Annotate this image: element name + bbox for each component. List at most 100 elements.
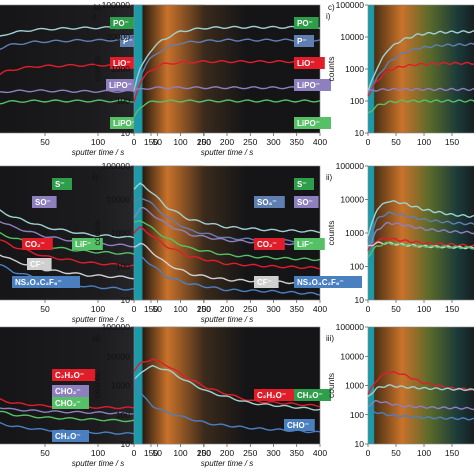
x-tick-label: 150 (445, 304, 459, 314)
x-tick-label: 250 (243, 304, 257, 314)
y-tick-label: 100 (116, 262, 130, 272)
x-tick-label: 150 (197, 448, 211, 458)
series-line-0 (133, 25, 321, 92)
legend-label: P⁻ (297, 37, 307, 46)
series-line-3 (367, 408, 474, 421)
y-tick-label: 100 (116, 96, 130, 106)
y-tick-label: 10 (355, 128, 365, 138)
series-line-3 (133, 226, 321, 270)
series-line-2 (133, 59, 321, 103)
y-tick-label: 10 (355, 439, 365, 449)
y-tick-label: 10000 (106, 195, 130, 205)
panel-letter: b) (94, 3, 101, 12)
series-line-4 (133, 220, 321, 262)
legend-swatch (294, 35, 314, 47)
series-line-1 (133, 38, 321, 95)
series-line-2 (367, 399, 474, 411)
y-tick-label: 10 (121, 295, 131, 305)
x-tick-label: 200 (197, 137, 211, 147)
legend-swatch (32, 196, 57, 208)
y-tick-label: 100000 (336, 0, 365, 10)
legend-label: C₂H₂O⁻ (55, 371, 84, 380)
y-tick-label: 100000 (102, 161, 131, 171)
x-tick-label: 100 (417, 448, 431, 458)
y-tick-label: 1000 (111, 381, 130, 391)
y-tick-label: 10000 (340, 351, 364, 361)
legend-swatch (52, 385, 89, 397)
series-line-4 (367, 99, 474, 114)
y-tick-label: 100 (350, 96, 364, 106)
panel-letter: c) (328, 3, 335, 12)
y-tick-label: 1000 (111, 64, 130, 74)
y-tick-label: 10000 (340, 32, 364, 42)
y-tick-label: 100000 (102, 322, 131, 332)
x-tick-label: 0 (366, 448, 371, 458)
legend-label: S⁻ (55, 180, 65, 189)
y-tick-label: 10000 (340, 195, 364, 205)
x-tick-label: 100 (91, 448, 105, 458)
legend-swatch (27, 258, 52, 270)
x-tick-label: 0 (366, 137, 371, 147)
x-axis-label: sputter time / s (72, 315, 124, 324)
series-line-3 (133, 86, 321, 92)
legend-swatch (294, 276, 362, 288)
panel-sublabel: iii) (92, 334, 100, 343)
legend-label: CH₂O⁻ (55, 432, 81, 441)
x-tick-label: 350 (290, 137, 304, 147)
legend-swatch (110, 57, 141, 69)
panel-sublabel: i) (92, 12, 97, 21)
x-tick-label: 100 (173, 448, 187, 458)
y-axis-label: counts (326, 220, 336, 245)
legend-swatch (294, 57, 325, 69)
legend-swatch (294, 17, 319, 29)
x-tick-label: 200 (197, 304, 211, 314)
x-tick-label: 50 (391, 304, 401, 314)
x-axis-label: sputter time / s (201, 148, 253, 157)
legend-label: CO₂⁻ (257, 240, 277, 249)
legend-label: CO₂⁻ (25, 240, 45, 249)
legend-swatch (294, 178, 314, 190)
series-line-3 (367, 87, 474, 92)
legend-swatch (254, 389, 298, 401)
legend-swatch (294, 196, 319, 208)
panel-b-iii: 0 50 100 150 200 250 300 350 4001010010001000010… (92, 322, 331, 468)
y-tick-label: 1000 (345, 228, 364, 238)
legend-swatch (52, 430, 89, 442)
legend-swatch (254, 276, 279, 288)
x-tick-label: 150 (144, 137, 158, 147)
legend-label: LiPO⁻ (109, 81, 132, 90)
series-line-0 (367, 200, 474, 237)
legend-label: SO₄⁻ (257, 198, 277, 207)
legend-swatch (12, 276, 80, 288)
legend-label: C₂H₂O⁻ (257, 391, 286, 400)
series-line-6 (133, 255, 321, 296)
panel-sublabel: ii) (92, 173, 99, 182)
legend-label: LiPO⁻ (297, 119, 320, 128)
legend-label: LiO⁻ (113, 59, 131, 68)
x-tick-label: 100 (91, 137, 105, 147)
x-tick-label: 200 (220, 137, 234, 147)
x-tick-label: 100 (417, 304, 431, 314)
plot-area (367, 4, 474, 134)
series-line-4 (133, 99, 321, 118)
y-tick-label: 100 (350, 262, 364, 272)
x-tick-label: 400 (313, 304, 327, 314)
legend-label: LiO⁻ (297, 59, 315, 68)
panel-b-ii: 0 50 100 150 200 250 300 350 4001010010001000010… (92, 161, 362, 324)
series-line-1 (133, 197, 321, 244)
plot-area (133, 4, 321, 134)
plot-area (133, 165, 321, 301)
panel-c-i: 0 50 100 150 10 100 1000 10000 100000 counts c)i) (326, 0, 474, 147)
x-tick-label: 200 (220, 304, 234, 314)
y-axis-label: counts (326, 56, 336, 81)
y-tick-label: 1000 (111, 228, 130, 238)
y-axis-label: counts (326, 373, 336, 398)
series-line-0 (133, 358, 321, 408)
x-tick-label: 250 (243, 448, 257, 458)
legend-label: CHO₂⁻ (55, 399, 81, 408)
series-line-4 (367, 241, 474, 250)
x-tick-label: 400 (313, 137, 327, 147)
panel-c-ii: 0 50 100 150 10 100 1000 10000 100000 counts ii) (326, 161, 474, 314)
x-tick-label: 300 (266, 448, 280, 458)
